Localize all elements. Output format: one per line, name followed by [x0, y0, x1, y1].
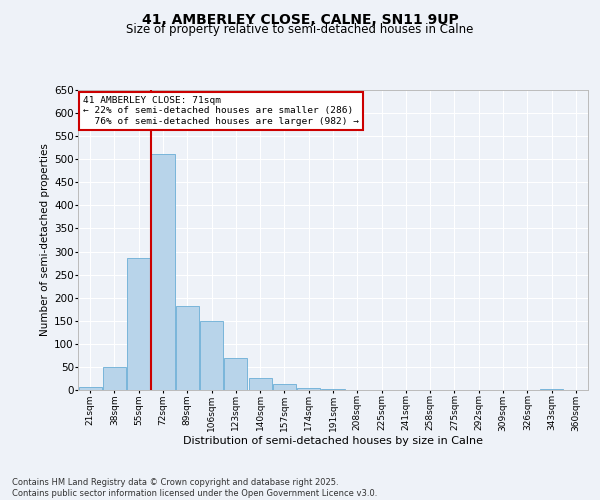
X-axis label: Distribution of semi-detached houses by size in Calne: Distribution of semi-detached houses by … [183, 436, 483, 446]
Bar [127, 258, 150, 390]
Bar [151, 154, 175, 390]
Bar [540, 388, 563, 390]
Bar [103, 367, 126, 390]
Bar [248, 378, 272, 390]
Text: Size of property relative to semi-detached houses in Calne: Size of property relative to semi-detach… [127, 22, 473, 36]
Text: Contains HM Land Registry data © Crown copyright and database right 2025.
Contai: Contains HM Land Registry data © Crown c… [12, 478, 377, 498]
Bar [224, 358, 247, 390]
Bar [297, 388, 320, 390]
Text: 41 AMBERLEY CLOSE: 71sqm
← 22% of semi-detached houses are smaller (286)
  76% o: 41 AMBERLEY CLOSE: 71sqm ← 22% of semi-d… [83, 96, 359, 126]
Text: 41, AMBERLEY CLOSE, CALNE, SN11 9UP: 41, AMBERLEY CLOSE, CALNE, SN11 9UP [142, 12, 458, 26]
Bar [322, 388, 344, 390]
Bar [200, 321, 223, 390]
Y-axis label: Number of semi-detached properties: Number of semi-detached properties [40, 144, 50, 336]
Bar [79, 387, 101, 390]
Bar [176, 306, 199, 390]
Bar [273, 384, 296, 390]
